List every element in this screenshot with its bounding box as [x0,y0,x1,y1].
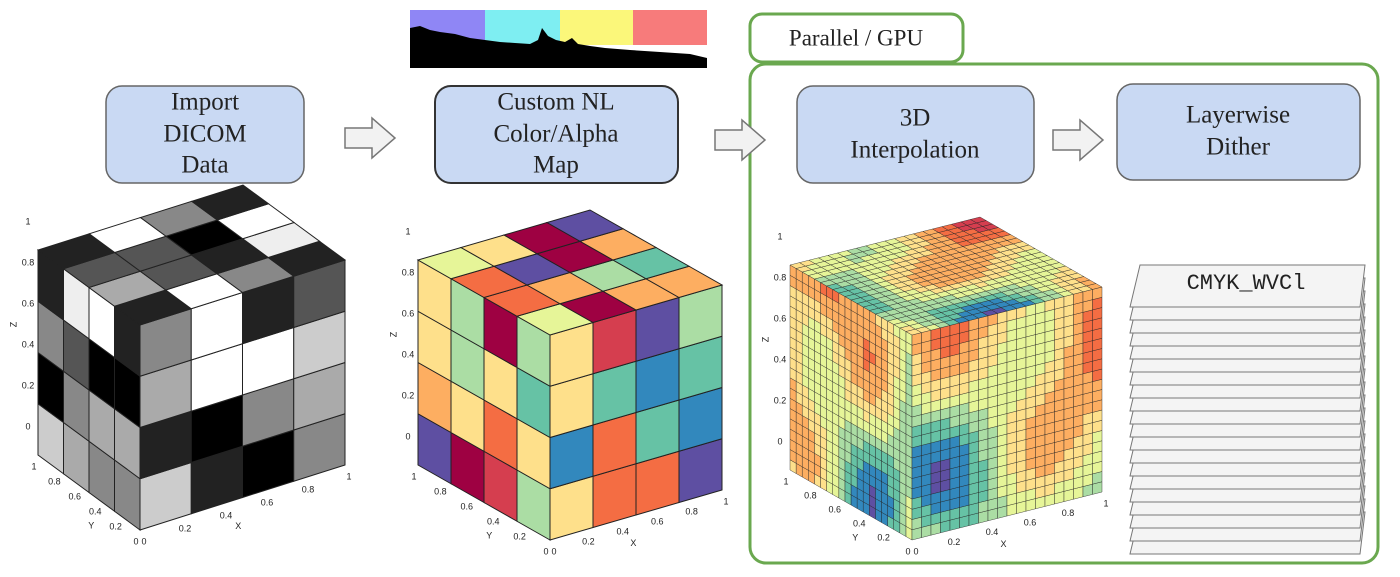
x-tick-label: 0.2 [948,537,961,547]
x-tick-label: 0 [551,546,556,556]
z-tick-label: 0.6 [774,313,787,323]
x-tick-label: 0.6 [1024,518,1037,528]
y-axis-label: Y [852,532,858,542]
z-tick-label: 0.2 [22,380,35,390]
layer-stack [1129,264,1366,555]
y-tick-label: 0 [133,536,138,546]
y-tick-label: 0.6 [69,491,82,501]
node-box [434,85,679,184]
y-tick-label: 0.8 [434,486,447,496]
node-label: Map [533,152,579,179]
y-tick-label: 0.2 [109,521,122,531]
x-tick-label: 0.8 [302,484,315,494]
y-tick-label: 0 [543,546,548,556]
y-tick-label: 0.4 [89,506,102,516]
arrows [344,116,1105,162]
y-tick-label: 1 [31,461,36,471]
x-tick-label: 0.6 [261,497,274,507]
z-tick-label: 1 [25,216,30,226]
x-tick-label: 1 [1103,498,1108,508]
y-tick-label: 0.2 [513,531,526,541]
z-tick-label: 0.4 [22,339,35,349]
z-axis-label: Z [8,321,18,327]
z-tick-label: 0.6 [22,298,35,308]
y-tick-label: 0.6 [461,501,474,511]
x-tick-label: 0.4 [220,510,233,520]
z-axis-label: Z [388,331,398,337]
z-tick-label: 0.2 [402,390,415,400]
node-label: Color/Alpha [494,121,619,148]
y-tick-label: 0.2 [877,532,890,542]
cube-plot: 0 0.2 0.4 0.6 0.8 1 Z 1 0.8 0.6 0.4 0.2 0 Y 0 0.2 0.4 0.6… [760,216,1109,556]
x-tick-label: 1 [346,471,351,481]
z-tick-label: 0 [25,421,30,431]
x-tick-label: 0.4 [617,526,630,536]
x-axis-label: X [235,521,241,531]
node-label: Layerwise [1186,102,1290,129]
node-box [1116,83,1361,181]
y-tick-label: 0.6 [829,504,842,514]
sheet [1129,264,1366,308]
y-axis-label: Y [486,530,492,540]
voxel [969,216,987,224]
node-label: Interpolation [850,137,980,164]
z-tick-label: 1 [777,231,782,241]
z-tick-label: 0.4 [774,354,787,364]
node-label: 3D [900,105,931,132]
group-tab [748,12,965,64]
node-label: Custom NL [497,89,614,116]
z-tick-label: 0 [777,436,782,446]
x-axis-label: X [630,538,636,548]
cube-plot: 0 0.2 0.4 0.6 0.8 1 Z 1 0.8 0.6 0.4 0.2 0 Y 0 0.2 0.4 0.6… [388,209,729,556]
node-box [796,85,1035,184]
node-label: Import [171,89,239,116]
x-tick-label: 0.8 [1062,508,1075,518]
z-tick-label: 0.8 [774,272,787,282]
z-tick-label: 0.8 [22,257,35,267]
x-tick-label: 0.8 [685,506,698,516]
node-label: Dither [1206,134,1271,161]
z-tick-label: 1 [405,226,410,236]
voxel [545,209,625,242]
y-tick-label: 0 [905,546,910,556]
z-tick-label: 0 [405,431,410,441]
voxel [190,184,270,221]
colormap-histogram [410,10,707,68]
group-box [748,62,1380,565]
node-box [105,85,305,184]
cube-plot: 0 0.2 0.4 0.6 0.8 1 Z 1 0.8 0.6 0.4 0.2 0 Y 0 0.2 0.4 0.6… [8,184,352,546]
y-tick-label: 1 [411,471,416,481]
z-tick-label: 0.2 [774,395,787,405]
x-tick-label: 0 [913,546,918,556]
x-tick-label: 0 [141,536,146,546]
stack-label: CMYK_WVCl [1187,271,1306,296]
x-tick-label: 0.2 [582,536,595,546]
x-tick-label: 0.4 [986,527,999,537]
x-tick-label: 1 [723,496,728,506]
node-label: DICOM [163,121,246,148]
x-axis-label: X [1000,539,1006,549]
z-tick-label: 0.8 [402,267,415,277]
x-tick-label: 0.6 [651,516,664,526]
z-axis-label: Z [760,336,770,342]
x-tick-label: 0.2 [179,523,192,533]
z-tick-label: 0.4 [402,349,415,359]
y-tick-label: 0.8 [48,476,61,486]
y-tick-label: 0.8 [804,490,817,500]
z-tick-label: 0.6 [402,308,415,318]
y-axis-label: Y [88,520,94,530]
y-tick-label: 1 [783,476,788,486]
y-tick-label: 0.4 [487,516,500,526]
node-label: Data [181,152,228,179]
y-tick-label: 0.4 [853,518,866,528]
group-label: Parallel / GPU [789,25,924,50]
